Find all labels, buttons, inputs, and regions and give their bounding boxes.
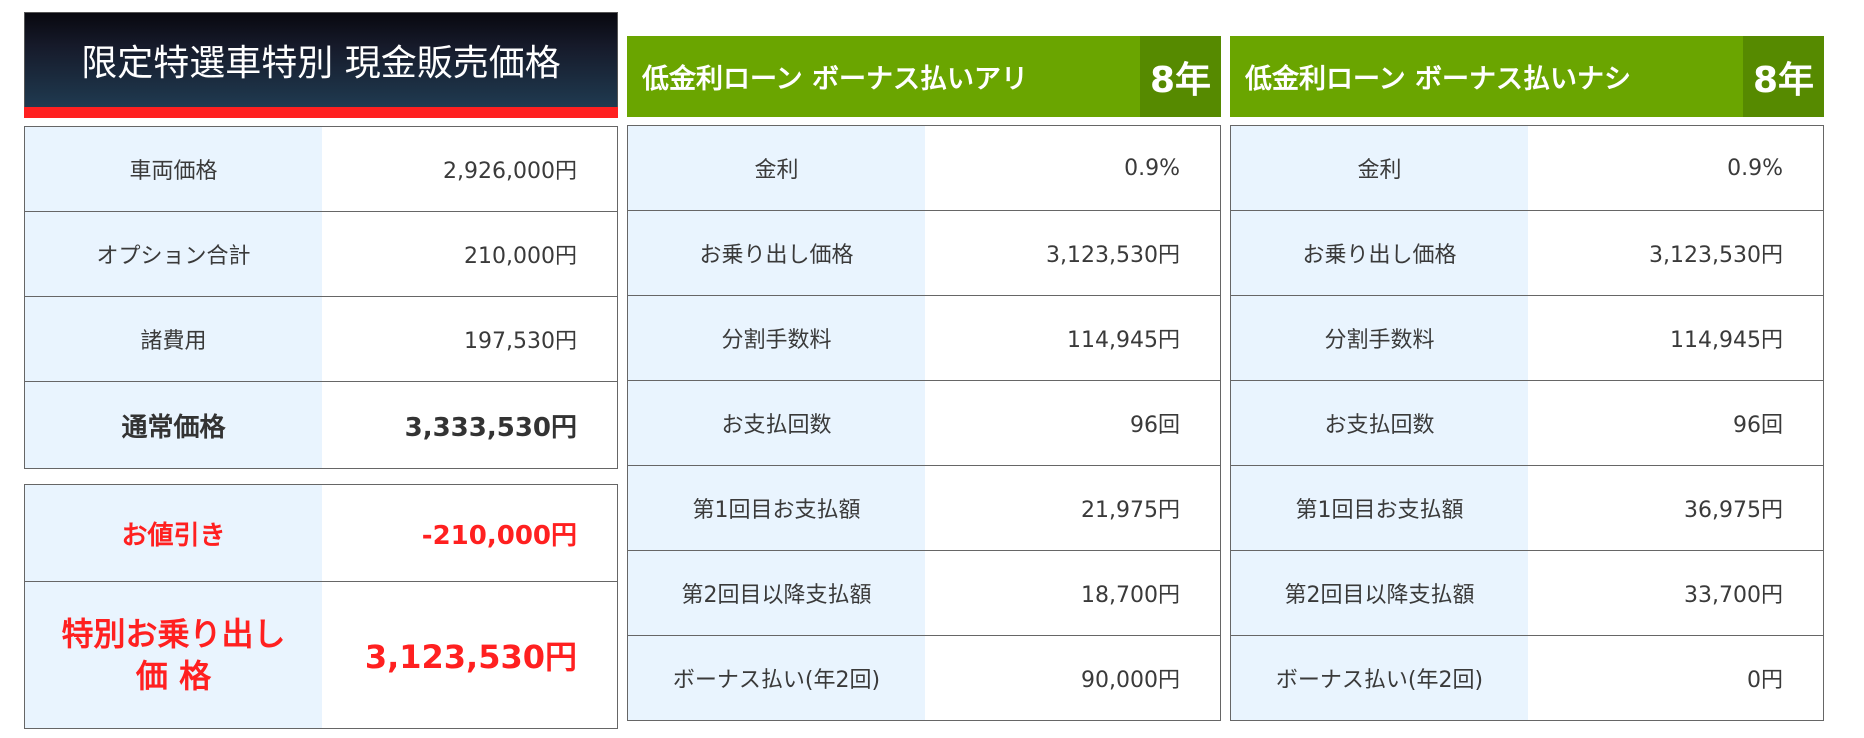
row-value-drive-away-price: 3,123,530円 bbox=[1528, 210, 1824, 296]
table-row: お支払回数 96回 bbox=[627, 380, 1221, 466]
table-row: お乗り出し価格 3,123,530円 bbox=[1230, 210, 1824, 296]
row-value-bonus-payment: 90,000円 bbox=[925, 635, 1221, 721]
table-row: 特別お乗り出し 価 格 3,123,530円 bbox=[24, 581, 618, 729]
loan-table: 金利 0.9% お乗り出し価格 3,123,530円 分割手数料 114,945円 お… bbox=[1230, 125, 1824, 721]
special-price-table: お値引き -210,000円 特別お乗り出し 価 格 3,123,530円 bbox=[24, 484, 618, 729]
table-row: ボーナス払い(年2回) 0円 bbox=[1230, 635, 1824, 721]
table-row: 通常価格 3,333,530円 bbox=[24, 381, 618, 469]
table-row: 金利 0.9% bbox=[1230, 125, 1824, 211]
row-value-subsequent-payment: 33,700円 bbox=[1528, 550, 1824, 636]
loan-term-badge: 8年 bbox=[1140, 36, 1221, 117]
row-value-interest-rate: 0.9% bbox=[925, 125, 1221, 211]
row-label-vehicle-price: 車両価格 bbox=[24, 126, 322, 212]
loan-panel-title: 低金利ローン ボーナス払いナシ bbox=[1245, 64, 1632, 95]
row-value-options-total: 210,000円 bbox=[322, 211, 618, 297]
cash-price-panel: 限定特選車特別 現金販売価格 車両価格 2,926,000円 オプション合計 2… bbox=[24, 12, 618, 729]
table-row: 分割手数料 114,945円 bbox=[627, 295, 1221, 381]
row-label-installment-fee: 分割手数料 bbox=[627, 295, 925, 381]
loan-panel-header: 低金利ローン ボーナス払いナシ 8年 bbox=[1230, 36, 1824, 117]
row-label-interest-rate: 金利 bbox=[1230, 125, 1528, 211]
row-label-first-payment: 第1回目お支払額 bbox=[627, 465, 925, 551]
row-label-special-price: 特別お乗り出し 価 格 bbox=[24, 581, 322, 729]
row-value-interest-rate: 0.9% bbox=[1528, 125, 1824, 211]
row-label-subsequent-payment: 第2回目以降支払額 bbox=[627, 550, 925, 636]
accent-bar bbox=[24, 107, 618, 118]
table-row: 車両価格 2,926,000円 bbox=[24, 126, 618, 212]
table-row: 諸費用 197,530円 bbox=[24, 296, 618, 382]
row-value-first-payment: 21,975円 bbox=[925, 465, 1221, 551]
loan-panel-header: 低金利ローン ボーナス払いアリ 8年 bbox=[627, 36, 1221, 117]
loan-term-badge: 8年 bbox=[1743, 36, 1824, 117]
row-label-payment-count: お支払回数 bbox=[627, 380, 925, 466]
table-row: お乗り出し価格 3,123,530円 bbox=[627, 210, 1221, 296]
table-row: 第2回目以降支払額 33,700円 bbox=[1230, 550, 1824, 636]
loan-panel-without-bonus: 低金利ローン ボーナス払いナシ 8年 金利 0.9% お乗り出し価格 3,123,5… bbox=[1230, 36, 1824, 721]
row-label-bonus-payment: ボーナス払い(年2回) bbox=[627, 635, 925, 721]
row-label-first-payment: 第1回目お支払額 bbox=[1230, 465, 1528, 551]
special-price-label-line1: 特別お乗り出し bbox=[61, 615, 286, 653]
table-row: ボーナス払い(年2回) 90,000円 bbox=[627, 635, 1221, 721]
table-row: 分割手数料 114,945円 bbox=[1230, 295, 1824, 381]
row-value-special-price: 3,123,530円 bbox=[322, 581, 618, 729]
special-price-label-line2: 価 格 bbox=[135, 657, 212, 695]
row-value-vehicle-price: 2,926,000円 bbox=[322, 126, 618, 212]
row-value-payment-count: 96回 bbox=[925, 380, 1221, 466]
row-label-installment-fee: 分割手数料 bbox=[1230, 295, 1528, 381]
row-label-regular-price: 通常価格 bbox=[24, 381, 322, 469]
row-value-drive-away-price: 3,123,530円 bbox=[925, 210, 1221, 296]
row-label-fees: 諸費用 bbox=[24, 296, 322, 382]
row-label-discount: お値引き bbox=[24, 484, 322, 582]
row-value-installment-fee: 114,945円 bbox=[925, 295, 1221, 381]
row-value-fees: 197,530円 bbox=[322, 296, 618, 382]
table-row: 第1回目お支払額 21,975円 bbox=[627, 465, 1221, 551]
row-value-regular-price: 3,333,530円 bbox=[322, 381, 618, 469]
table-row: オプション合計 210,000円 bbox=[24, 211, 618, 297]
loan-panel-with-bonus: 低金利ローン ボーナス払いアリ 8年 金利 0.9% お乗り出し価格 3,123,5… bbox=[627, 36, 1221, 721]
table-row: 第1回目お支払額 36,975円 bbox=[1230, 465, 1824, 551]
row-label-drive-away-price: お乗り出し価格 bbox=[627, 210, 925, 296]
table-row: 第2回目以降支払額 18,700円 bbox=[627, 550, 1221, 636]
row-label-subsequent-payment: 第2回目以降支払額 bbox=[1230, 550, 1528, 636]
table-row: お値引き -210,000円 bbox=[24, 484, 618, 582]
row-label-payment-count: お支払回数 bbox=[1230, 380, 1528, 466]
cash-panel-title: 限定特選車特別 現金販売価格 bbox=[24, 12, 618, 107]
loan-panel-title: 低金利ローン ボーナス払いアリ bbox=[642, 64, 1029, 95]
row-value-first-payment: 36,975円 bbox=[1528, 465, 1824, 551]
cash-price-table: 車両価格 2,926,000円 オプション合計 210,000円 諸費用 197… bbox=[24, 126, 618, 469]
row-value-discount: -210,000円 bbox=[322, 484, 618, 582]
row-value-subsequent-payment: 18,700円 bbox=[925, 550, 1221, 636]
row-label-drive-away-price: お乗り出し価格 bbox=[1230, 210, 1528, 296]
row-label-bonus-payment: ボーナス払い(年2回) bbox=[1230, 635, 1528, 721]
row-value-installment-fee: 114,945円 bbox=[1528, 295, 1824, 381]
row-value-payment-count: 96回 bbox=[1528, 380, 1824, 466]
row-value-bonus-payment: 0円 bbox=[1528, 635, 1824, 721]
row-label-interest-rate: 金利 bbox=[627, 125, 925, 211]
table-row: お支払回数 96回 bbox=[1230, 380, 1824, 466]
loan-table: 金利 0.9% お乗り出し価格 3,123,530円 分割手数料 114,945円 お… bbox=[627, 125, 1221, 721]
row-label-options-total: オプション合計 bbox=[24, 211, 322, 297]
table-row: 金利 0.9% bbox=[627, 125, 1221, 211]
